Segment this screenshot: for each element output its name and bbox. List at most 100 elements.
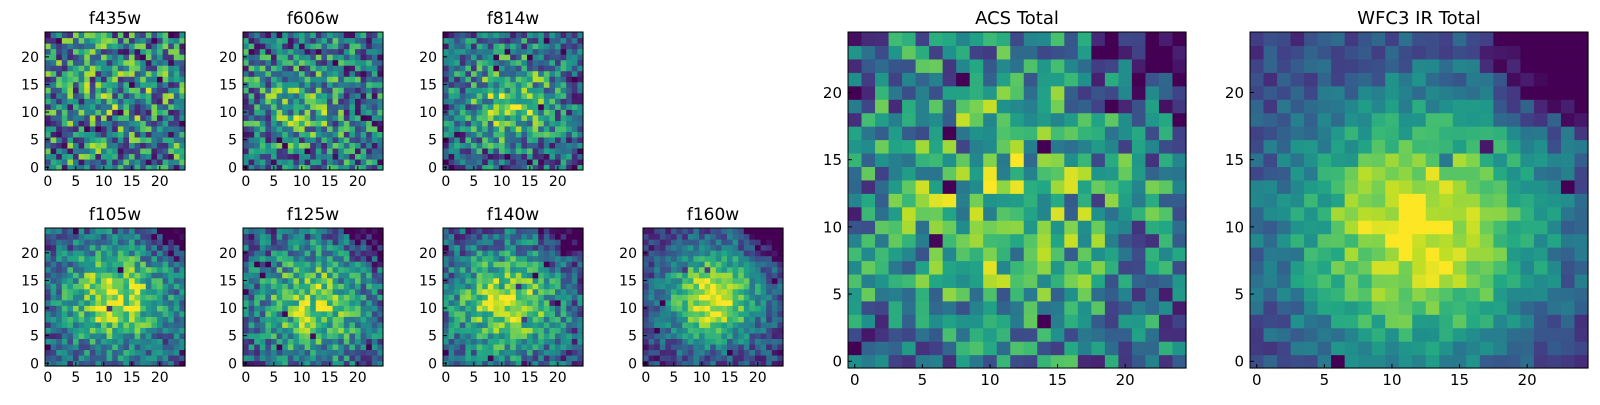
heatmap-cell: [151, 316, 157, 322]
heatmap-cell: [349, 82, 355, 88]
heatmap-cell: [544, 60, 550, 66]
heatmap-cell: [51, 300, 57, 306]
heatmap-cell: [449, 311, 455, 317]
heatmap-cell: [90, 278, 96, 284]
heatmap-cell: [733, 267, 739, 273]
heatmap-cell: [449, 131, 455, 137]
heatmap-cell: [521, 333, 527, 339]
heatmap-cell: [90, 355, 96, 361]
heatmap-cell: [721, 272, 727, 278]
heatmap-cell: [299, 82, 305, 88]
heatmap-cell: [533, 153, 539, 159]
heatmap-cell: [677, 283, 683, 289]
heatmap-cell: [1172, 166, 1186, 180]
heatmap-cell: [488, 333, 494, 339]
heatmap-cell: [146, 142, 152, 148]
heatmap-cell: [146, 283, 152, 289]
heatmap-cell: [361, 327, 367, 333]
heatmap-cell: [90, 87, 96, 93]
heatmap-cell: [288, 54, 294, 60]
heatmap-cell: [516, 104, 522, 110]
heatmap-cell: [355, 239, 361, 245]
heatmap-cell: [997, 207, 1011, 221]
heatmap-cell: [733, 272, 739, 278]
heatmap-cell: [277, 355, 283, 361]
heatmap-cell: [372, 43, 378, 49]
heatmap-cell: [505, 120, 511, 126]
heatmap-cell: [983, 113, 997, 127]
heatmap-cell: [521, 93, 527, 99]
heatmap-cell: [243, 120, 249, 126]
heatmap-cell: [45, 49, 51, 55]
heatmap-cell: [151, 245, 157, 251]
heatmap-cell: [465, 316, 471, 322]
heatmap-cell: [649, 316, 655, 322]
heatmap-cell: [477, 333, 483, 339]
heatmap-cell: [293, 93, 299, 99]
heatmap-cell: [90, 142, 96, 148]
heatmap-cell: [338, 344, 344, 350]
heatmap-cell: [361, 294, 367, 300]
heatmap-cell: [73, 131, 79, 137]
heatmap-cell: [79, 98, 85, 104]
heatmap-cell: [488, 305, 494, 311]
heatmap-cell: [56, 109, 62, 115]
heatmap-cell: [460, 60, 466, 66]
heatmap-cell: [654, 338, 660, 344]
heatmap-cell: [151, 239, 157, 245]
heatmap-cell: [1078, 287, 1092, 301]
heatmap-cell: [355, 250, 361, 256]
heatmap-cell: [527, 159, 533, 165]
heatmap-cell: [90, 38, 96, 44]
heatmap-cell: [956, 287, 970, 301]
heatmap-cell: [943, 207, 957, 221]
heatmap-cell: [716, 355, 722, 361]
y-tick-label: 10: [219, 301, 237, 317]
heatmap-cell: [943, 193, 957, 207]
heatmap-cell: [157, 148, 163, 154]
heatmap-cell: [277, 272, 283, 278]
heatmap-cell: [310, 137, 316, 143]
heatmap-cell: [716, 327, 722, 333]
heatmap-cell: [716, 261, 722, 267]
heatmap-cell: [505, 300, 511, 306]
heatmap-cell: [84, 311, 90, 317]
heatmap-cell: [288, 60, 294, 66]
heatmap-cell: [521, 239, 527, 245]
heatmap-cell: [660, 289, 666, 295]
heatmap-cell: [56, 76, 62, 82]
heatmap-cell: [1172, 220, 1186, 234]
heatmap-cell: [649, 272, 655, 278]
heatmap-cell: [254, 355, 260, 361]
heatmap-cell: [493, 245, 499, 251]
heatmap-cell: [460, 87, 466, 93]
heatmap-cell: [349, 245, 355, 251]
heatmap-cell: [727, 355, 733, 361]
heatmap-cell: [361, 344, 367, 350]
heatmap-cell: [902, 274, 916, 288]
heatmap-cell: [671, 261, 677, 267]
heatmap-cell: [465, 65, 471, 71]
heatmap-cell: [572, 65, 578, 71]
heatmap-cell: [288, 109, 294, 115]
heatmap-cell: [1118, 314, 1132, 328]
heatmap-cell: [454, 120, 460, 126]
heatmap-cell: [249, 234, 255, 240]
heatmap-cell: [1091, 207, 1105, 221]
heatmap-cell: [327, 120, 333, 126]
heatmap-cell: [471, 137, 477, 143]
heatmap-cell: [344, 272, 350, 278]
heatmap-cell: [499, 256, 505, 262]
heatmap-cell: [305, 32, 311, 38]
heatmap-cell: [1105, 314, 1119, 328]
heatmap-cell: [321, 131, 327, 137]
heatmap-cell: [157, 82, 163, 88]
heatmap-cell: [174, 131, 180, 137]
heatmap-cell: [282, 322, 288, 328]
heatmap-cell: [665, 239, 671, 245]
heatmap-cell: [254, 294, 260, 300]
heatmap-cell: [1118, 180, 1132, 194]
heatmap-cell: [265, 148, 271, 154]
heatmap-cell: [135, 316, 141, 322]
heatmap-cell: [151, 272, 157, 278]
